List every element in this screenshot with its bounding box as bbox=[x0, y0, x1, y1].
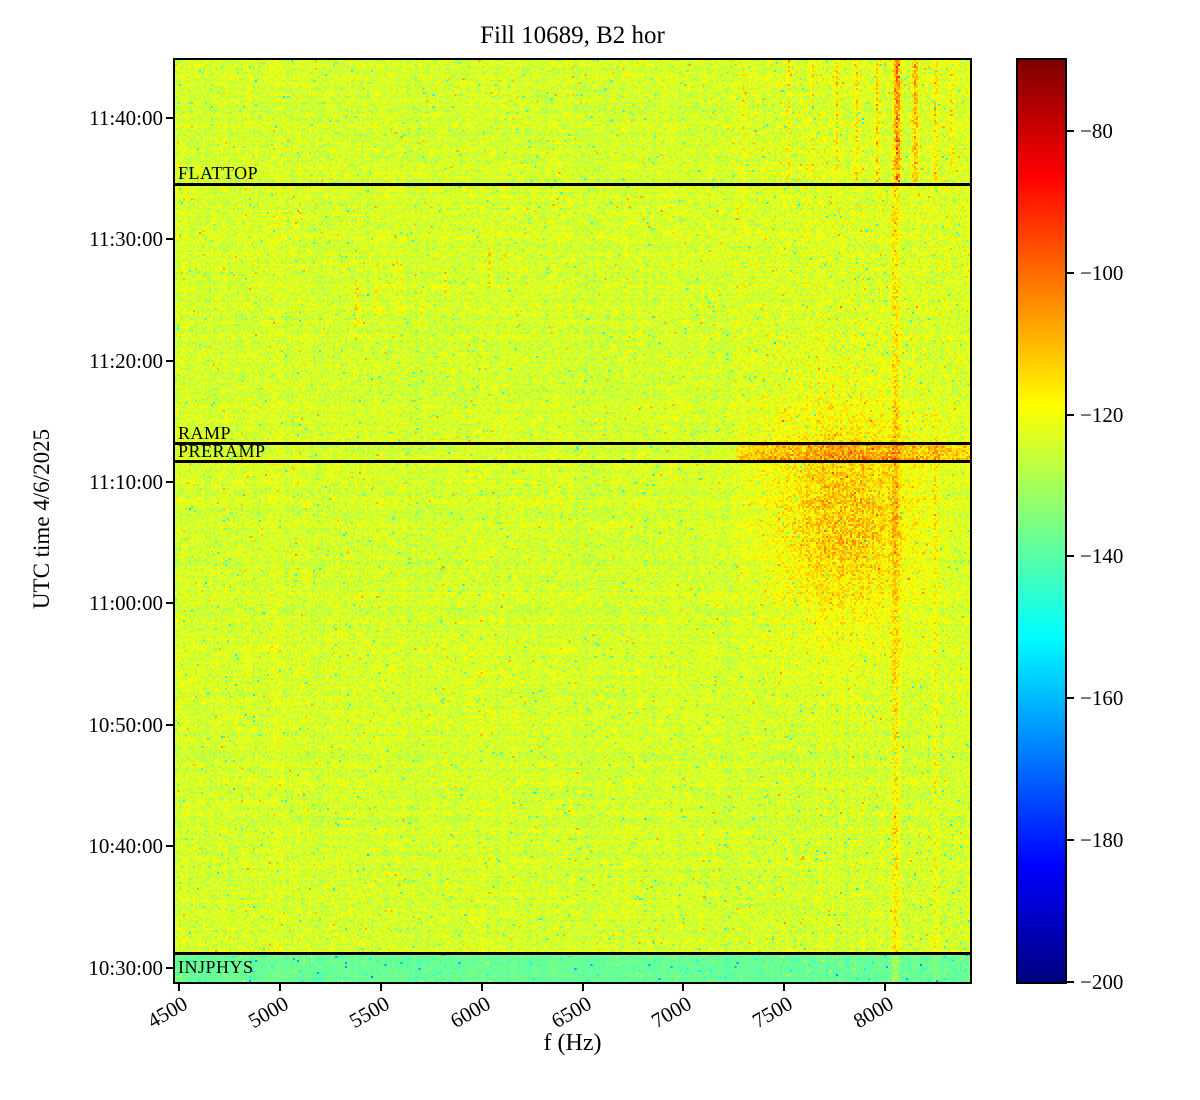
x-tick-mark bbox=[278, 983, 281, 991]
x-tick-mark bbox=[379, 983, 382, 991]
y-tick-label: 10:50:00 bbox=[88, 712, 163, 737]
colorbar-tick-mark bbox=[1066, 981, 1074, 983]
y-tick-label: 11:10:00 bbox=[89, 470, 163, 495]
y-tick-label: 11:20:00 bbox=[89, 348, 163, 373]
colorbar-tick-label: −140 bbox=[1080, 544, 1124, 569]
annotation-line-ramp bbox=[175, 442, 970, 446]
y-tick-mark bbox=[166, 238, 174, 241]
annotation-label-ramp: RAMP bbox=[178, 422, 232, 443]
y-tick-label: 10:40:00 bbox=[88, 834, 163, 859]
colorbar-tick-mark bbox=[1066, 271, 1074, 274]
annotation-label-preramp: PRERAMP bbox=[178, 440, 266, 461]
y-tick-mark bbox=[166, 845, 174, 848]
annotation-line-injphys bbox=[175, 952, 970, 956]
chart-title: Fill 10689, B2 hor bbox=[480, 22, 665, 49]
x-tick-mark bbox=[884, 983, 887, 991]
colorbar-tick-label: −160 bbox=[1080, 686, 1124, 711]
y-axis-label: UTC time 4/6/2025 bbox=[29, 428, 54, 610]
annotation-line-flattop bbox=[175, 182, 970, 186]
y-tick-label: 10:30:00 bbox=[88, 955, 163, 980]
y-tick-mark bbox=[166, 359, 174, 362]
x-tick-mark bbox=[682, 983, 685, 991]
colorbar-tick-mark bbox=[1066, 129, 1074, 132]
x-tick-mark bbox=[178, 983, 181, 991]
colorbar-tick-mark bbox=[1066, 555, 1074, 558]
y-tick-mark bbox=[166, 481, 174, 484]
colorbar-tick-label: −180 bbox=[1080, 828, 1124, 853]
colorbar-tick-label: −200 bbox=[1080, 970, 1124, 994]
colorbar-tick-label: −120 bbox=[1080, 402, 1124, 427]
annotation-label-flattop: FLATTOP bbox=[178, 163, 259, 184]
annotation-line-preramp bbox=[175, 460, 970, 464]
colorbar-tick-mark bbox=[1066, 697, 1074, 700]
annotation-label-injphys: INJPHYS bbox=[178, 956, 254, 977]
x-axis-label: f (Hz) bbox=[543, 1030, 602, 1056]
y-tick-mark bbox=[166, 966, 174, 969]
colorbar-tick-mark bbox=[1066, 413, 1074, 416]
y-tick-mark bbox=[166, 723, 174, 726]
x-tick-mark bbox=[783, 983, 786, 991]
colorbar-gradient bbox=[1018, 60, 1065, 982]
x-tick-mark bbox=[581, 983, 584, 991]
colorbar-tick-mark bbox=[1066, 839, 1074, 842]
y-tick-label: 11:00:00 bbox=[89, 591, 163, 616]
y-tick-mark bbox=[166, 116, 174, 119]
colorbar-tick-label: −100 bbox=[1080, 260, 1124, 285]
y-tick-mark bbox=[166, 602, 174, 605]
y-tick-label: 11:30:00 bbox=[89, 227, 163, 252]
x-tick-mark bbox=[480, 983, 483, 991]
spectrogram-heatmap bbox=[175, 60, 970, 982]
colorbar-tick-label: −80 bbox=[1080, 118, 1113, 143]
y-tick-label: 11:40:00 bbox=[89, 105, 163, 130]
